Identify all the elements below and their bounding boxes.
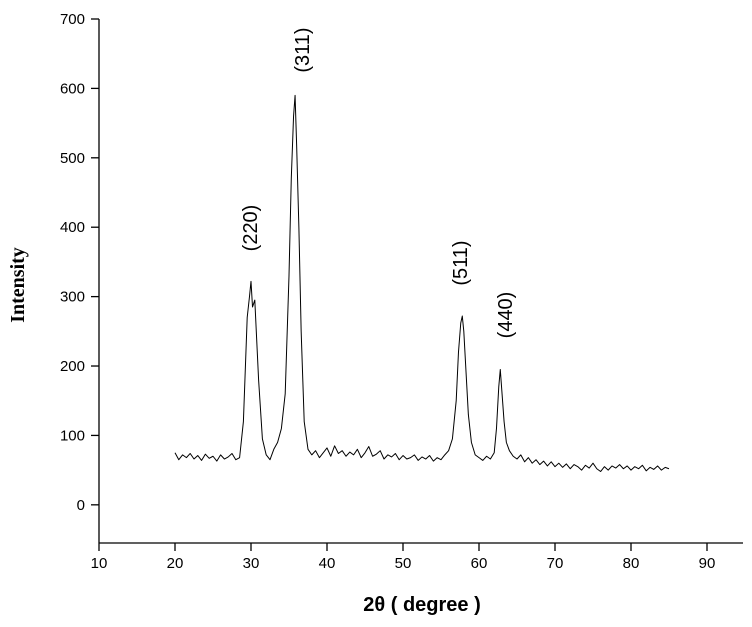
y-tick-label: 0 bbox=[77, 497, 85, 514]
x-tick-label: 50 bbox=[395, 555, 412, 572]
x-tick-label: 70 bbox=[547, 555, 564, 572]
y-tick-label: 100 bbox=[60, 427, 85, 444]
y-axis-label: Intensity bbox=[7, 247, 29, 323]
peak-label: (311) bbox=[292, 27, 314, 72]
x-tick-label: 90 bbox=[699, 555, 716, 572]
y-tick-label: 600 bbox=[60, 80, 85, 97]
y-tick-label: 500 bbox=[60, 150, 85, 167]
y-tick-label: 400 bbox=[60, 219, 85, 236]
data-line bbox=[174, 94, 670, 473]
peak-label: (220) bbox=[240, 205, 262, 252]
x-tick-label: 40 bbox=[319, 555, 336, 572]
x-tick-label: 20 bbox=[167, 555, 184, 572]
x-axis-label: 2θ ( degree ) bbox=[363, 594, 481, 616]
y-tick-label: 300 bbox=[60, 289, 85, 306]
x-tick-label: 30 bbox=[243, 555, 260, 572]
x-tick-label: 60 bbox=[471, 555, 488, 572]
peak-label: (440) bbox=[495, 292, 517, 339]
x-tick-label: 10 bbox=[91, 555, 108, 572]
y-tick-label: 200 bbox=[60, 358, 85, 375]
y-tick-label: 700 bbox=[60, 11, 85, 28]
x-tick-label: 80 bbox=[623, 555, 640, 572]
peak-label: (511) bbox=[450, 240, 472, 285]
